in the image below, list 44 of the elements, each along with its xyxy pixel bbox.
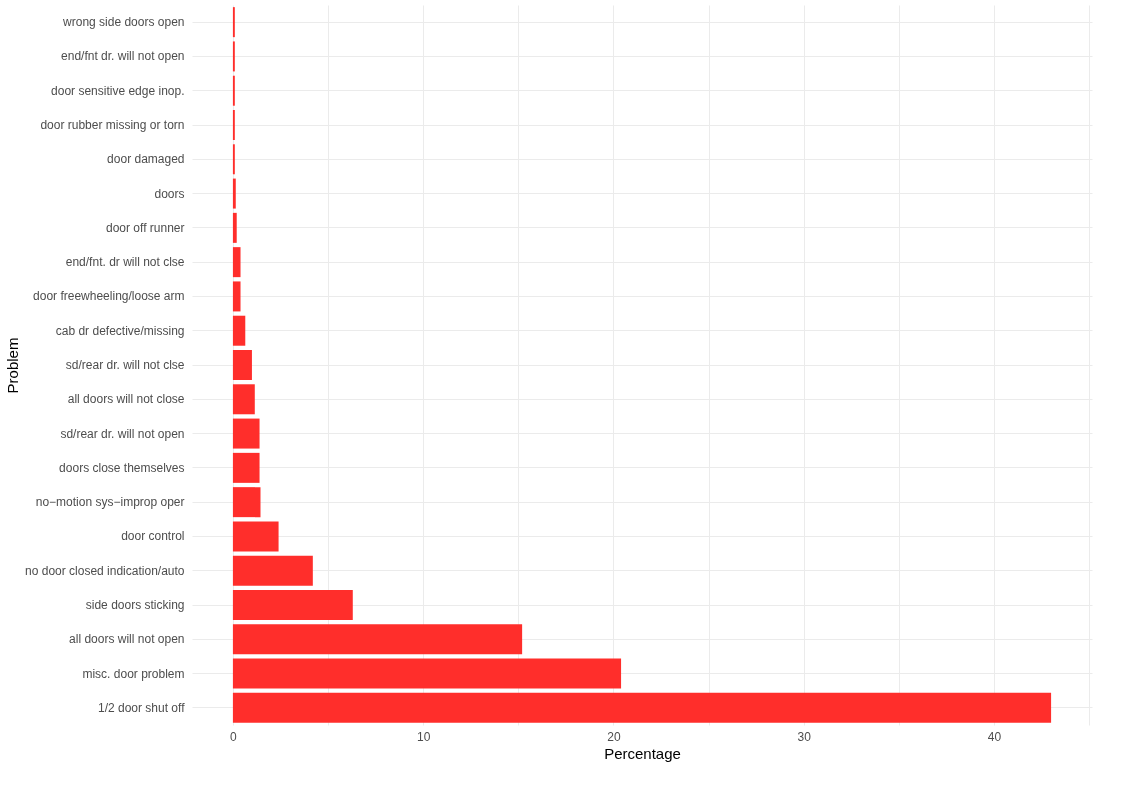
bar (232, 692, 1052, 723)
y-tick-label: no−motion sys−improp oper (35, 495, 185, 510)
x-axis-title: Percentage (604, 744, 681, 762)
x-tick-label: 10 (417, 729, 431, 744)
y-tick-label: cab dr defective/missing (55, 323, 185, 338)
y-tick-label: no door closed indication/auto (25, 563, 185, 578)
bar (232, 418, 260, 449)
x-tick-label: 0 (230, 729, 238, 744)
y-tick-label: sd/rear dr. will not clse (65, 358, 185, 372)
bar (232, 212, 237, 243)
bar (232, 384, 255, 415)
bar (232, 487, 261, 518)
bar (232, 315, 246, 346)
y-tick-label: end/fnt dr. will not open (61, 49, 185, 64)
y-tick-label: door control (121, 529, 185, 544)
y-tick-label: door rubber missing or torn (40, 118, 185, 132)
bar (232, 350, 252, 380)
y-tick-label: wrong side doors open (62, 15, 185, 30)
y-tick-label: doors close themselves (59, 460, 185, 475)
bar (232, 452, 260, 483)
x-tick-label: 40 (987, 729, 1002, 744)
y-tick-label: 1/2 door shut off (97, 700, 186, 715)
y-axis-title: Problem (4, 337, 22, 394)
bar (232, 624, 523, 655)
y-tick-label: side doors sticking (85, 598, 185, 612)
y-tick-label: door off runner (106, 220, 185, 235)
y-tick-label: end/fnt. dr will not clse (65, 255, 185, 270)
y-tick-label: misc. door problem (82, 666, 185, 681)
bar (232, 521, 279, 552)
bar (232, 658, 622, 689)
y-tick-label: sd/rear dr. will not open (60, 426, 185, 441)
y-tick-label: door sensitive edge inop. (51, 83, 185, 98)
x-tick-label: 20 (607, 729, 621, 744)
y-tick-label: door freewheeling/loose arm (33, 289, 185, 304)
x-tick-label: 30 (797, 729, 812, 744)
y-tick-label: door damaged (107, 152, 185, 167)
bar (232, 178, 236, 209)
bar (232, 281, 241, 312)
bar (232, 590, 353, 620)
bar (232, 555, 313, 586)
y-tick-label: doors (154, 186, 185, 201)
y-tick-label: all doors will not close (67, 392, 185, 407)
y-tick-label: all doors will not open (69, 632, 185, 647)
bar (232, 247, 241, 278)
